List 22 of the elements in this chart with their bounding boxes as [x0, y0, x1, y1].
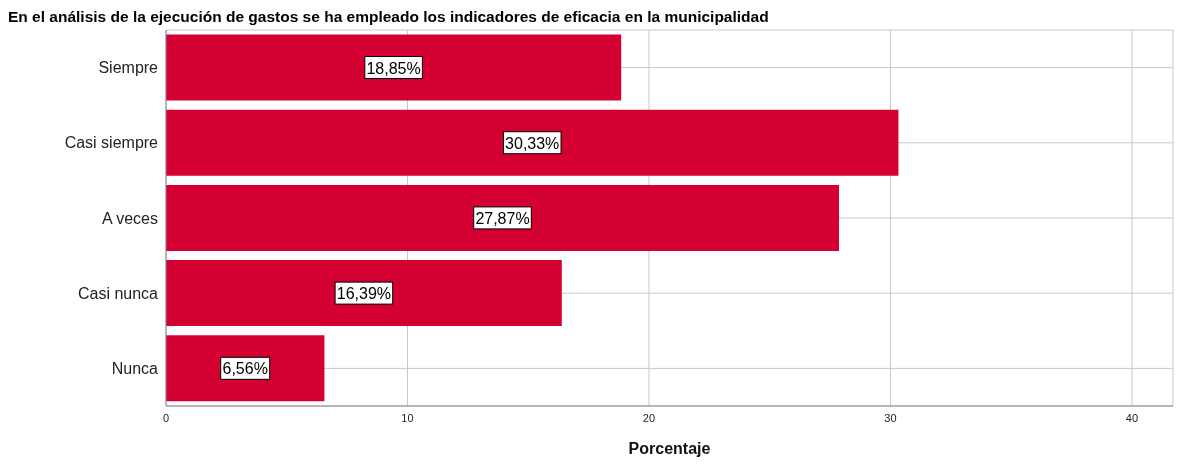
- x-tick-label: 10: [401, 411, 414, 424]
- bar: [166, 109, 899, 176]
- x-tick-label: 40: [1125, 411, 1139, 424]
- data-label: 6,56%: [222, 360, 268, 378]
- x-tick-label: 20: [642, 411, 656, 424]
- chart-title: En el análisis de la ejecución de gastos se ha empleado los indicadores de eficacia en la municipalidad: [8, 8, 769, 26]
- x-tick-label: 30: [884, 411, 897, 424]
- x-tick-label: 0: [162, 411, 170, 424]
- bar: [166, 335, 325, 402]
- data-label: 18,85%: [366, 59, 421, 77]
- data-label: 30,33%: [505, 134, 560, 152]
- bar: [166, 184, 840, 251]
- x-axis-title: Porcentaje: [628, 440, 711, 457]
- data-label: 16,39%: [336, 285, 392, 303]
- y-tick-label: Siempre: [98, 59, 159, 77]
- y-tick-label: Casi siempre: [64, 134, 159, 152]
- y-tick-label: Casi nunca: [77, 284, 159, 302]
- bar: [166, 34, 622, 101]
- y-tick-label: A veces: [101, 209, 158, 227]
- data-label: 27,87%: [475, 209, 530, 227]
- y-tick-label: Nunca: [111, 360, 159, 378]
- bar: [166, 260, 562, 327]
